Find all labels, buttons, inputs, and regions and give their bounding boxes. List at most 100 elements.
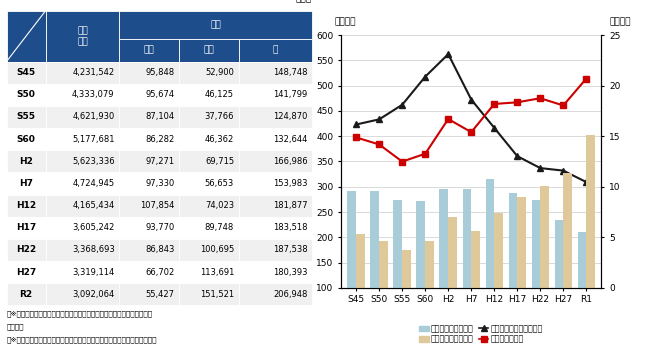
Bar [119, 239, 179, 261]
Text: 206,948: 206,948 [273, 290, 307, 299]
Bar [379, 241, 388, 288]
Text: 46,362: 46,362 [205, 135, 234, 144]
Text: 95,848: 95,848 [145, 68, 174, 77]
Text: 180,393: 180,393 [273, 267, 307, 277]
Bar [46, 283, 119, 305]
Text: 141,799: 141,799 [273, 90, 307, 99]
Text: 66,702: 66,702 [145, 267, 174, 277]
Bar [532, 200, 540, 288]
Bar [417, 201, 425, 288]
Bar [239, 128, 312, 150]
Text: 52,900: 52,900 [205, 68, 234, 77]
Bar [356, 234, 365, 288]
Text: 89,748: 89,748 [205, 223, 234, 232]
Bar [463, 190, 471, 288]
Bar [239, 261, 312, 283]
Bar [46, 11, 119, 61]
Text: 181,877: 181,877 [273, 201, 307, 210]
Text: 5,623,336: 5,623,336 [72, 157, 114, 166]
Bar [179, 128, 239, 150]
Bar [46, 106, 119, 128]
Bar [119, 84, 179, 106]
Text: 4,231,542: 4,231,542 [72, 68, 114, 77]
Bar [540, 186, 549, 288]
Bar [6, 217, 46, 239]
Text: 通信: 通信 [210, 20, 221, 29]
Bar [393, 200, 402, 288]
Bar [6, 172, 46, 194]
Text: 86,282: 86,282 [145, 135, 174, 144]
Text: 3,368,693: 3,368,693 [72, 245, 114, 254]
Bar [46, 150, 119, 172]
Text: 87,104: 87,104 [145, 112, 174, 121]
Text: 107,854: 107,854 [140, 201, 174, 210]
Bar [6, 150, 46, 172]
Text: H17: H17 [16, 223, 36, 232]
Bar [239, 239, 312, 261]
Bar [119, 261, 179, 283]
Bar [6, 283, 46, 305]
Bar [239, 150, 312, 172]
Text: 4,621,930: 4,621,930 [72, 112, 114, 121]
Text: 183,518: 183,518 [273, 223, 307, 232]
Bar [402, 250, 411, 288]
Bar [119, 11, 312, 39]
Bar [239, 194, 312, 217]
Bar [6, 61, 46, 84]
Text: 3,605,242: 3,605,242 [72, 223, 114, 232]
Text: 124,870: 124,870 [273, 112, 307, 121]
Text: （万人）: （万人） [335, 17, 356, 26]
Bar [239, 283, 312, 305]
Bar [239, 39, 312, 61]
Text: （人）: （人） [296, 0, 312, 3]
Text: （万人）: （万人） [609, 17, 630, 26]
Text: 151,521: 151,521 [200, 290, 234, 299]
Text: 97,271: 97,271 [145, 157, 174, 166]
Bar [179, 84, 239, 106]
Text: H7: H7 [19, 179, 33, 188]
Bar [119, 172, 179, 194]
Bar [119, 39, 179, 61]
Bar [239, 217, 312, 239]
Bar [517, 197, 526, 288]
Bar [46, 194, 119, 217]
Bar [119, 106, 179, 128]
Text: 69,715: 69,715 [205, 157, 234, 166]
Bar [179, 261, 239, 283]
Text: S50: S50 [17, 90, 36, 99]
Text: 86,843: 86,843 [145, 245, 174, 254]
Bar [448, 217, 457, 288]
Bar [508, 193, 517, 288]
Bar [46, 217, 119, 239]
Bar [179, 61, 239, 84]
Bar [119, 217, 179, 239]
Bar [46, 128, 119, 150]
Text: 55,427: 55,427 [146, 290, 174, 299]
Bar [179, 172, 239, 194]
Bar [239, 172, 312, 194]
Text: S60: S60 [17, 135, 36, 144]
Text: 166,986: 166,986 [273, 157, 307, 166]
Text: 公立: 公立 [144, 46, 155, 54]
Bar [494, 213, 503, 288]
Bar [179, 239, 239, 261]
Bar [179, 39, 239, 61]
Bar [6, 128, 46, 150]
Bar [179, 217, 239, 239]
Legend: 公立通信制（右軸）, 私立通信制（右軸）, 全日制・定時制（左軸）, 通信制（右軸）: 公立通信制（右軸）, 私立通信制（右軸）, 全日制・定時制（左軸）, 通信制（右… [416, 321, 546, 347]
Text: 100,695: 100,695 [200, 245, 234, 254]
Bar [564, 173, 572, 288]
Text: 4,165,434: 4,165,434 [72, 201, 114, 210]
Bar [439, 190, 448, 288]
Text: 93,770: 93,770 [145, 223, 174, 232]
Bar [179, 194, 239, 217]
Text: 95,674: 95,674 [145, 90, 174, 99]
Text: H2: H2 [20, 157, 33, 166]
Bar [46, 239, 119, 261]
Bar [486, 179, 494, 288]
Bar [6, 11, 46, 61]
Text: H12: H12 [16, 201, 36, 210]
Text: 3,092,064: 3,092,064 [72, 290, 114, 299]
Bar [348, 191, 356, 288]
Text: 3,319,114: 3,319,114 [72, 267, 114, 277]
